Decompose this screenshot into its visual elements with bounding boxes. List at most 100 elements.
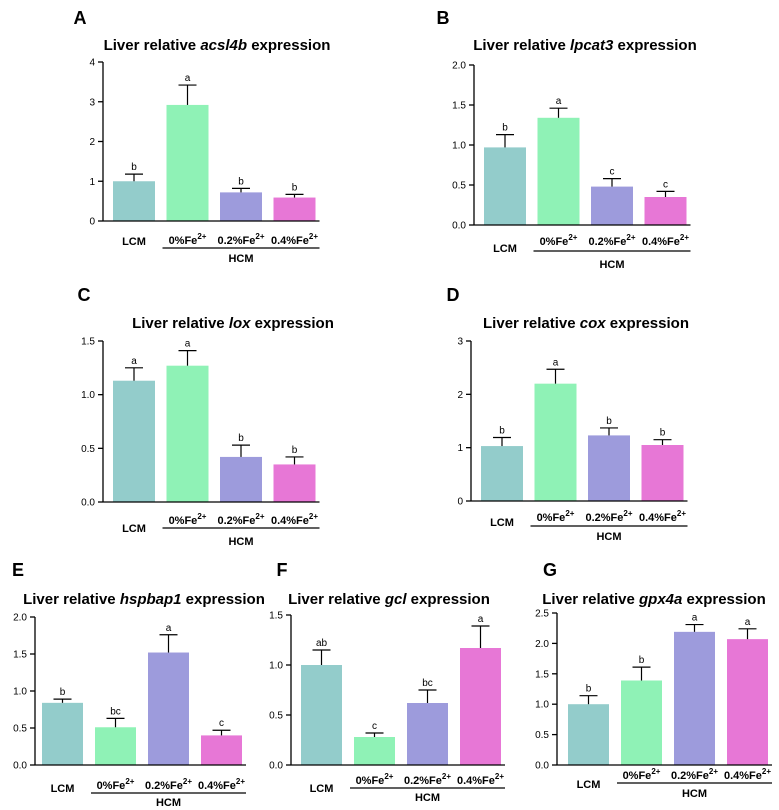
x-tick-label: 0%Fe2+ bbox=[540, 233, 578, 248]
x-tick-label: 0%Fe2+ bbox=[537, 509, 575, 524]
significance-letter: a bbox=[185, 73, 191, 84]
panel-letter: B bbox=[437, 8, 450, 28]
significance-letter: a bbox=[556, 96, 562, 107]
x-tick-label: 0%Fe2+ bbox=[169, 512, 207, 527]
iron-label: 0.2%Fe bbox=[671, 770, 709, 782]
bar bbox=[460, 648, 501, 765]
y-tick-label: 1.0 bbox=[452, 141, 466, 152]
group-label: HCM bbox=[596, 531, 621, 543]
iron-label: 0.4%Fe bbox=[457, 775, 495, 787]
y-tick-label: 1.5 bbox=[13, 650, 27, 661]
bar bbox=[588, 435, 630, 501]
title-gene: acsl4b bbox=[200, 37, 247, 54]
title-gene: gpx4a bbox=[638, 591, 682, 608]
panel-letter: C bbox=[78, 285, 91, 305]
bar bbox=[113, 380, 155, 502]
y-tick-label: 1 bbox=[457, 443, 463, 454]
significance-letter: b bbox=[60, 687, 66, 698]
x-tick-label: 0%Fe2+ bbox=[169, 232, 207, 247]
x-tick-label: 0.2%Fe2+ bbox=[404, 772, 451, 787]
iron-label: 0.4%Fe bbox=[642, 236, 680, 248]
y-tick-label: 2.0 bbox=[452, 61, 466, 72]
y-tick-label: 0.0 bbox=[13, 761, 27, 772]
significance-letter: c bbox=[663, 179, 668, 190]
y-tick-label: 2 bbox=[457, 390, 463, 401]
x-tick-label: 0.2%Fe2+ bbox=[145, 777, 192, 792]
y-tick-label: 0.0 bbox=[81, 498, 95, 509]
iron-superscript: 2+ bbox=[565, 509, 574, 518]
y-tick-label: 0.5 bbox=[13, 724, 27, 735]
title-suffix: expression bbox=[182, 591, 265, 608]
chart-title: Liver relative hspbap1 expression bbox=[23, 591, 265, 608]
bar bbox=[484, 147, 526, 225]
x-tick-label: LCM bbox=[122, 523, 146, 535]
title-gene: gcl bbox=[384, 591, 408, 608]
iron-superscript: 2+ bbox=[197, 512, 206, 521]
significance-letter: a bbox=[553, 357, 559, 368]
iron-superscript: 2+ bbox=[442, 772, 451, 781]
y-tick-label: 1.5 bbox=[269, 611, 283, 622]
iron-label: 0%Fe bbox=[623, 770, 652, 782]
x-tick-label: 0.4%Fe2+ bbox=[271, 512, 318, 527]
x-tick-label: LCM bbox=[490, 517, 514, 529]
significance-letter: a bbox=[166, 623, 172, 634]
y-tick-label: 2.5 bbox=[535, 609, 549, 620]
title-prefix: Liver relative bbox=[542, 591, 639, 608]
y-tick-label: 0.0 bbox=[535, 761, 549, 772]
bar bbox=[220, 456, 262, 502]
y-tick-label: 3 bbox=[89, 97, 95, 108]
bar bbox=[166, 104, 209, 221]
panel-letter: E bbox=[12, 560, 24, 580]
chart-title: Liver relative acsl4b expression bbox=[104, 37, 331, 54]
group-label: HCM bbox=[599, 259, 624, 271]
iron-superscript: 2+ bbox=[623, 509, 632, 518]
bar bbox=[407, 703, 448, 765]
title-suffix: expression bbox=[613, 37, 696, 54]
x-tick-label: LCM bbox=[310, 783, 334, 795]
chart-title: Liver relative lox expression bbox=[132, 315, 334, 332]
panel-letter: G bbox=[543, 560, 557, 580]
bar bbox=[166, 365, 209, 502]
significance-letter: a bbox=[131, 356, 137, 367]
significance-letter: c bbox=[219, 718, 224, 729]
y-tick-label: 4 bbox=[89, 58, 95, 69]
x-tick-label: 0.2%Fe2+ bbox=[217, 232, 264, 247]
x-tick-label: 0.4%Fe2+ bbox=[639, 509, 686, 524]
significance-letter: b bbox=[292, 445, 298, 456]
bar bbox=[113, 181, 155, 221]
iron-superscript: 2+ bbox=[309, 232, 318, 241]
iron-label: 0%Fe bbox=[169, 515, 198, 527]
significance-letter: bc bbox=[422, 678, 433, 689]
significance-letter: a bbox=[478, 614, 484, 625]
iron-superscript: 2+ bbox=[495, 772, 504, 781]
title-suffix: expression bbox=[247, 37, 330, 54]
iron-superscript: 2+ bbox=[125, 777, 134, 786]
y-tick-label: 1 bbox=[89, 177, 95, 188]
significance-letter: b bbox=[606, 416, 612, 427]
significance-letter: a bbox=[692, 613, 698, 624]
significance-letter: b bbox=[499, 426, 505, 437]
iron-label: 0.2%Fe bbox=[404, 775, 442, 787]
chart-title: Liver relative lpcat3 expression bbox=[473, 37, 696, 54]
iron-label: 0.4%Fe bbox=[271, 235, 309, 247]
iron-label: 0.4%Fe bbox=[724, 770, 762, 782]
iron-label: 0.2%Fe bbox=[217, 515, 255, 527]
bar bbox=[641, 445, 684, 501]
group-label: HCM bbox=[415, 792, 440, 804]
y-tick-label: 0.0 bbox=[452, 221, 466, 232]
title-prefix: Liver relative bbox=[483, 315, 580, 332]
y-tick-label: 2.0 bbox=[535, 639, 549, 650]
bar bbox=[674, 631, 715, 765]
bar bbox=[727, 639, 768, 765]
bar bbox=[273, 464, 316, 502]
group-label: HCM bbox=[228, 536, 253, 548]
title-suffix: expression bbox=[251, 315, 334, 332]
significance-letter: a bbox=[185, 339, 191, 350]
title-suffix: expression bbox=[682, 591, 765, 608]
panel-a: A Liver relative acsl4b expression 0 1 2 3 4 b a… bbox=[74, 8, 331, 265]
significance-letter: c bbox=[372, 721, 377, 732]
x-tick-label: 0%Fe2+ bbox=[356, 772, 394, 787]
bar bbox=[95, 727, 136, 765]
